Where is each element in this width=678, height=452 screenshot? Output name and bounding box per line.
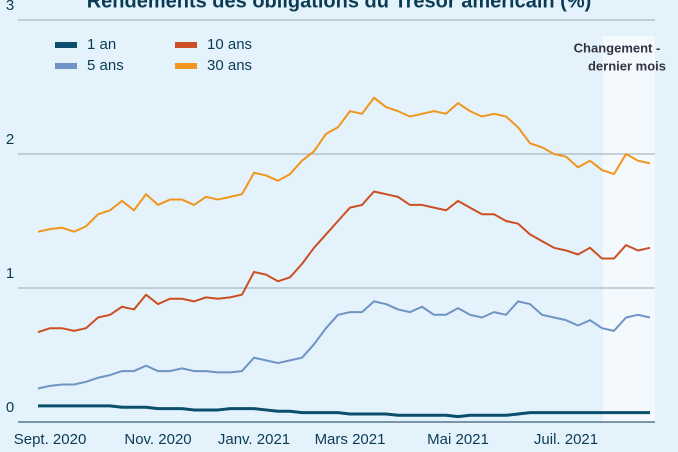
- annotation: Changement -: [574, 40, 661, 55]
- x-tick-label: Juil. 2021: [534, 431, 598, 448]
- y-tick-label: 2: [6, 131, 14, 148]
- legend-swatch: [55, 42, 77, 48]
- y-tick-label: 1: [6, 265, 14, 282]
- legend-swatch: [175, 42, 197, 48]
- legend-swatch: [55, 63, 77, 69]
- chart-title: Rendements des obligations du Trésor amé…: [87, 0, 592, 12]
- y-tick-label: 0: [6, 399, 14, 416]
- legend-label: 1 an: [87, 36, 116, 53]
- x-tick-label: Mars 2021: [315, 431, 386, 448]
- series-line: [37, 300, 651, 390]
- legend-label: 5 ans: [87, 57, 124, 74]
- x-tick-label: Mai 2021: [427, 431, 489, 448]
- legend-swatch: [175, 63, 197, 69]
- legend-label: 10 ans: [207, 36, 252, 53]
- series-line: [37, 96, 651, 233]
- annotation: dernier mois: [588, 58, 666, 73]
- y-tick-label: 3: [6, 0, 14, 14]
- x-tick-label: Janv. 2021: [218, 431, 290, 448]
- recent-shade: [603, 36, 655, 422]
- series-line: [38, 404, 650, 419]
- series-line: [37, 190, 651, 334]
- legend-label: 30 ans: [207, 57, 252, 74]
- x-tick-label: Nov. 2020: [124, 431, 191, 448]
- x-tick-label: Sept. 2020: [14, 431, 87, 448]
